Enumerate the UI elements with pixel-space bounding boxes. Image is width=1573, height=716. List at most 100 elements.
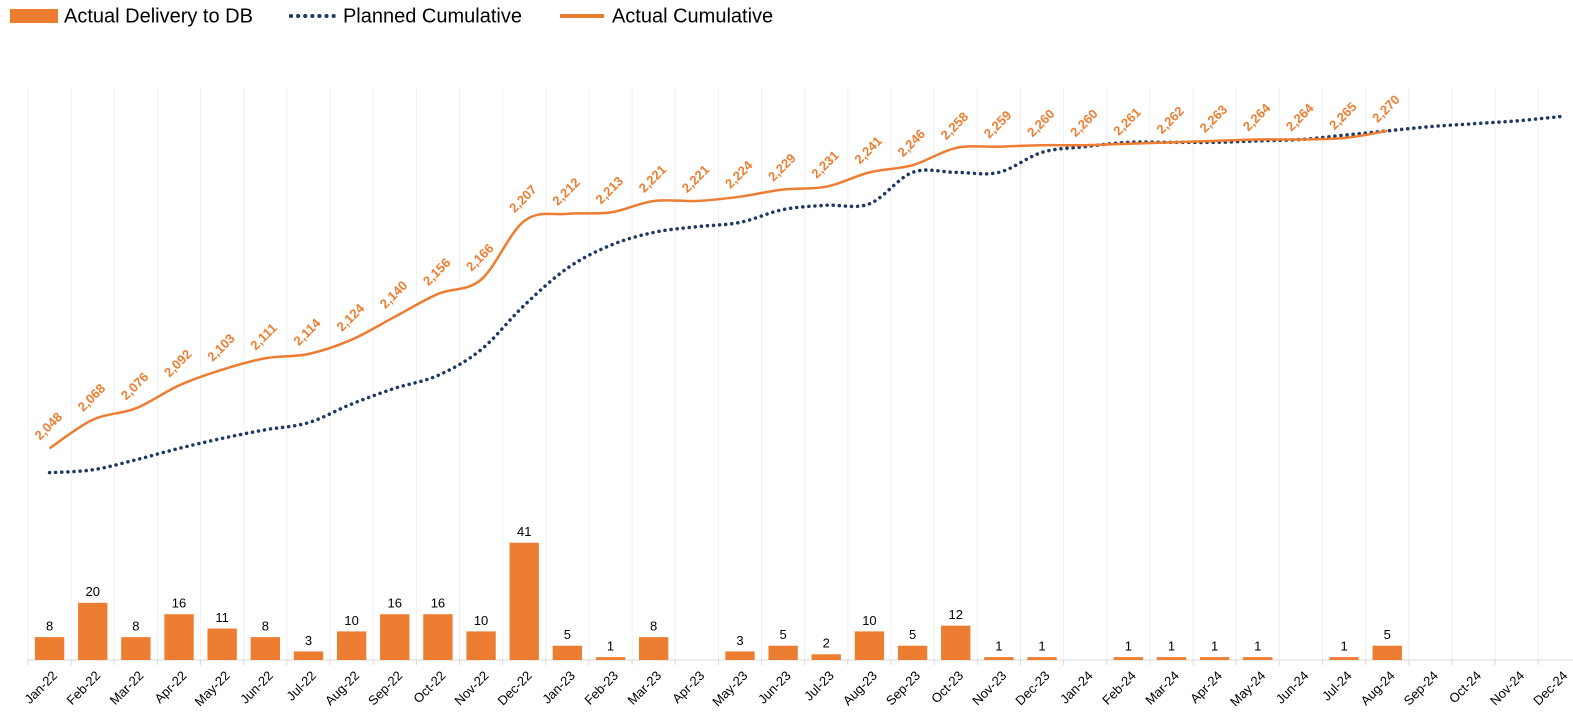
bar [1027, 657, 1057, 660]
line-label: 2,263 [1197, 102, 1231, 136]
bar-label: 1 [607, 639, 614, 654]
x-tick-label: May-24 [1227, 668, 1268, 709]
line-label: 2,260 [1067, 106, 1101, 140]
x-tick-label: Aug-24 [1358, 668, 1398, 708]
x-tick-label: May-22 [191, 668, 232, 709]
bar [1329, 657, 1359, 660]
bar-label: 10 [474, 613, 488, 628]
bar-label: 5 [564, 627, 571, 642]
line-label: 2,092 [161, 346, 195, 380]
line [48, 129, 1388, 450]
bar [293, 651, 324, 660]
bar-label: 1 [995, 639, 1002, 654]
line-label: 2,103 [204, 331, 238, 365]
line-label: 2,270 [1369, 92, 1403, 126]
bar [250, 637, 280, 660]
bar-label: 16 [431, 596, 445, 611]
x-tick-label: Feb-24 [1099, 668, 1139, 708]
bar-label: 8 [262, 619, 269, 634]
bar-label: 8 [46, 619, 53, 634]
bar [1243, 657, 1273, 660]
line-label: 2,114 [290, 315, 324, 349]
bar [897, 645, 928, 660]
bar-label: 16 [172, 596, 186, 611]
x-tick-label: Nov-23 [969, 668, 1009, 708]
bar-label: 5 [780, 627, 787, 642]
x-tick-label: Oct-22 [410, 668, 448, 706]
bar [380, 614, 410, 660]
x-tick-label: Sep-23 [883, 668, 923, 708]
x-tick-label: Mar-22 [107, 668, 147, 708]
bar [336, 631, 367, 660]
x-tick-label: Sep-24 [1401, 668, 1441, 708]
x-tick-label: Dec-23 [1012, 668, 1052, 708]
bar-label: 16 [388, 596, 402, 611]
bar-label: 41 [517, 524, 531, 539]
line-label: 2,224 [722, 157, 756, 191]
bar [639, 637, 669, 660]
bar [768, 645, 798, 660]
bar [984, 657, 1014, 660]
bar-label: 3 [305, 633, 312, 648]
line-label: 2,264 [1283, 100, 1317, 134]
line-label: 2,124 [334, 300, 368, 334]
bar-label: 1 [1211, 639, 1218, 654]
x-tick-label: Aug-22 [322, 668, 362, 708]
x-tick-label: Jul-22 [283, 668, 319, 704]
line-label: 2,231 [808, 148, 842, 182]
bar [941, 625, 971, 660]
line-label: 2,261 [1110, 105, 1144, 139]
bar [34, 637, 65, 660]
legend-item: Actual Cumulative [559, 5, 773, 27]
line-label: 2,048 [32, 409, 66, 443]
bar [1199, 657, 1230, 660]
line-label: 2,140 [377, 278, 411, 312]
legend-label: Actual Delivery to DB [64, 5, 253, 27]
line-label: 2,264 [1240, 100, 1274, 134]
x-tick-label: Sep-22 [365, 668, 405, 708]
bar [854, 631, 885, 660]
x-tick-label: Oct-23 [928, 668, 966, 706]
bar-label: 1 [1254, 639, 1261, 654]
line-label: 2,258 [938, 109, 972, 143]
line-label: 2,241 [851, 133, 885, 167]
x-tick-label: Feb-23 [581, 668, 621, 708]
bar [811, 654, 841, 660]
line-label: 2,212 [549, 175, 583, 209]
legend-item: Actual Delivery to DB [10, 5, 253, 27]
x-tick-label: Mar-24 [1142, 668, 1182, 708]
bar [1372, 645, 1402, 660]
bar [207, 628, 237, 660]
x-tick-label: Aug-23 [840, 668, 880, 708]
x-tick-label: Nov-24 [1487, 668, 1527, 708]
bar [78, 602, 108, 660]
bar-label: 20 [85, 584, 99, 599]
x-tick-label: Jun-23 [755, 668, 794, 707]
bar-label: 1 [1168, 639, 1175, 654]
line-label: 2,207 [506, 182, 540, 216]
x-tick-label: Apr-24 [1187, 668, 1225, 706]
bar-label: 1 [1340, 639, 1347, 654]
bar-label: 5 [909, 627, 916, 642]
bar-label: 1 [1125, 639, 1132, 654]
line-label: 2,221 [679, 162, 713, 196]
x-tick-label: Nov-22 [451, 668, 491, 708]
legend-label: Actual Cumulative [612, 5, 773, 27]
x-tick-label: Feb-22 [64, 668, 104, 708]
x-tick-label: Jun-22 [237, 668, 276, 707]
bar-label: 10 [344, 613, 358, 628]
bar-label: 5 [1384, 627, 1391, 642]
line-label: 2,265 [1326, 99, 1360, 133]
x-tick-label: Mar-23 [624, 668, 664, 708]
bar-label: 1 [1038, 639, 1045, 654]
bar-label: 2 [823, 636, 830, 651]
bar [595, 657, 626, 660]
x-tick-label: Jul-24 [1319, 668, 1355, 704]
bar-label: 8 [650, 619, 657, 634]
line-label: 2,260 [1024, 106, 1058, 140]
x-tick-label: Oct-24 [1446, 668, 1484, 706]
bar-label: 3 [736, 633, 743, 648]
bar [423, 614, 453, 660]
legend-label: Planned Cumulative [343, 5, 522, 27]
